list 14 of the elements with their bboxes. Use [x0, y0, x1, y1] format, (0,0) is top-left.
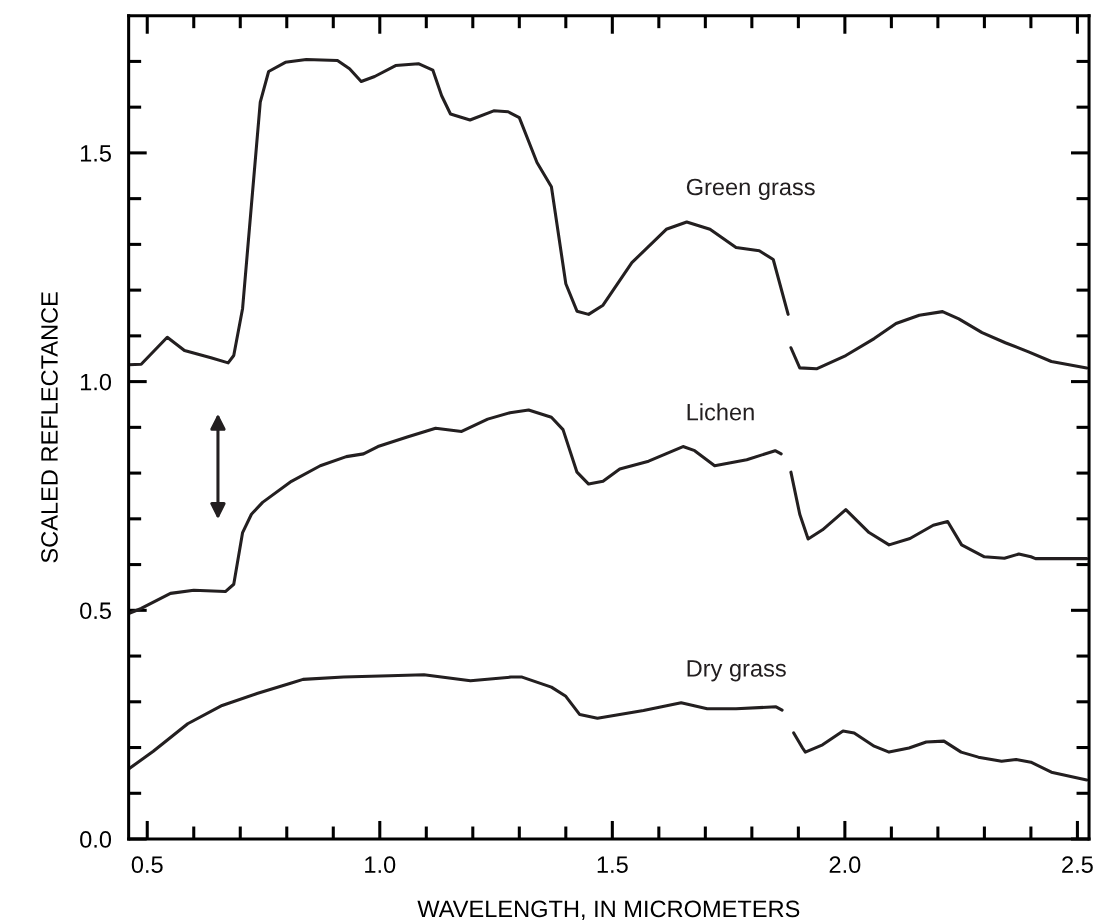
series-label: Lichen: [687, 403, 754, 421]
x-tick-label: 2.5: [1062, 856, 1093, 874]
series-label: Green grass: [686, 178, 815, 201]
y-tick-label: 0.0: [80, 831, 112, 848]
x-tick-label: 1.0: [365, 856, 396, 874]
y-tick-label: 1.5: [80, 145, 111, 162]
x-tick-label: 1.5: [597, 856, 628, 874]
x-tick-label: 2.0: [829, 856, 861, 874]
y-axis-title: SCALED REFLECTANCE: [41, 292, 58, 563]
series-label: Dry grass: [687, 660, 786, 682]
y-tick-label: 0.5: [80, 602, 111, 620]
y-tick-label: 1.0: [80, 373, 112, 391]
x-tick-label: 0.5: [131, 856, 163, 874]
x-axis-title: WAVELENGTH, IN MICROMETERS: [417, 900, 800, 921]
